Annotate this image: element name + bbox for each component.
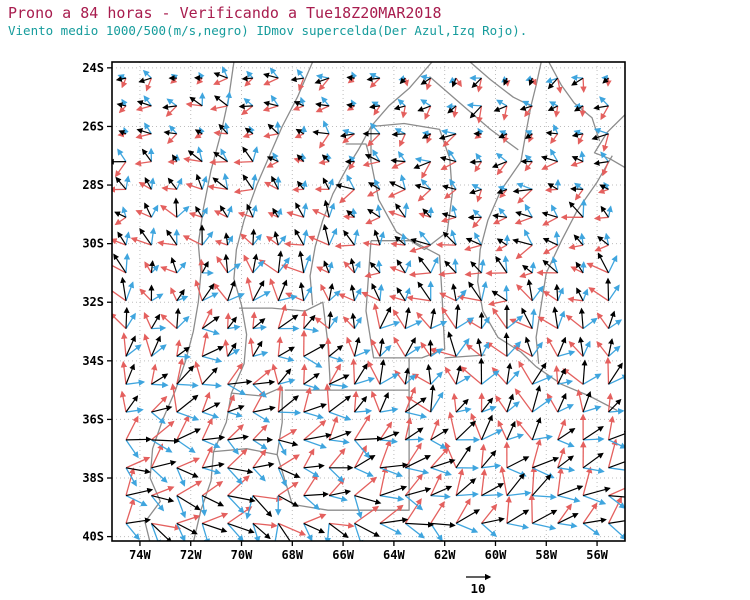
x-tick-label: 58W bbox=[535, 548, 557, 562]
plot-frame bbox=[111, 61, 626, 542]
axis-labels: 74W 72W 70W 68W 66W 64W 62W 60W 58W 56W 24S 26S 28S 3… bbox=[82, 61, 608, 562]
y-tick-label: 40S bbox=[82, 530, 104, 544]
y-tick-label: 24S bbox=[82, 61, 104, 75]
reference-vector-label: 10 bbox=[470, 581, 485, 596]
x-tick-label: 64W bbox=[383, 548, 405, 562]
y-tick-label: 26S bbox=[82, 119, 104, 133]
x-tick-label: 62W bbox=[434, 548, 456, 562]
x-tick-label: 74W bbox=[129, 548, 151, 562]
x-tick-label: 70W bbox=[231, 548, 253, 562]
vector-layer-right-mover bbox=[117, 66, 625, 541]
y-tick-label: 32S bbox=[82, 295, 104, 309]
chart-title: Prono a 84 horas - Verificando a Tue18Z2… bbox=[8, 4, 442, 22]
y-tick-label: 38S bbox=[82, 471, 104, 485]
x-tick-label: 66W bbox=[332, 548, 354, 562]
chart-subtitle: Viento medio 1000/500(m/s,negro) IDmov s… bbox=[8, 23, 528, 38]
vector-layer-left-mover bbox=[112, 76, 625, 536]
reference-vector: 10 bbox=[466, 573, 492, 596]
y-tick-label: 36S bbox=[82, 412, 104, 426]
y-tick-label: 28S bbox=[82, 178, 104, 192]
vector-layer-mean-wind bbox=[112, 72, 625, 541]
x-tick-label: 68W bbox=[281, 548, 303, 562]
x-tick-label: 60W bbox=[485, 548, 507, 562]
y-tick-label: 34S bbox=[82, 354, 104, 368]
x-tick-label: 56W bbox=[586, 548, 608, 562]
y-tick-label: 30S bbox=[82, 237, 104, 251]
x-tick-label: 72W bbox=[180, 548, 202, 562]
